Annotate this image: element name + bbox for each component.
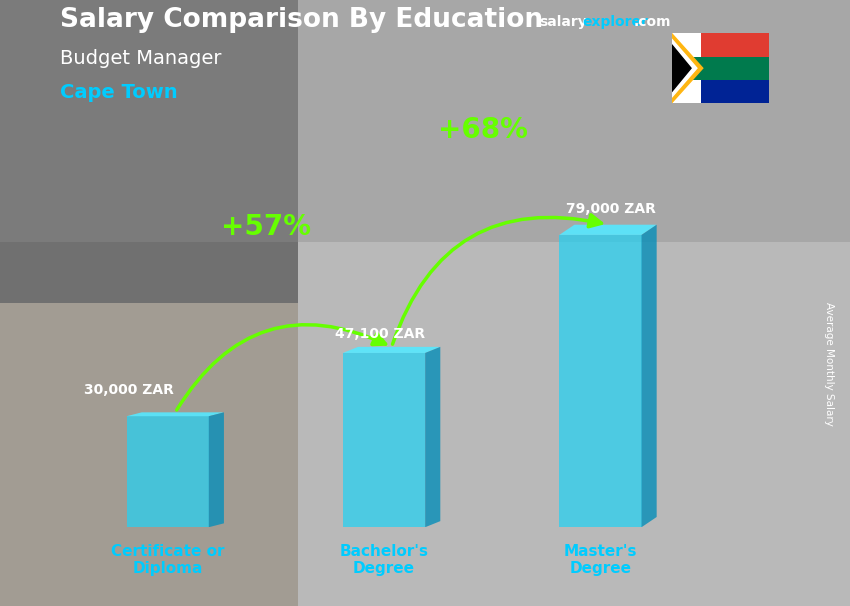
Polygon shape [642, 225, 657, 527]
Text: Budget Manager: Budget Manager [60, 48, 221, 68]
Polygon shape [127, 412, 224, 416]
Text: 47,100 ZAR: 47,100 ZAR [335, 327, 425, 341]
Bar [0, 0, 298, 303]
Text: +68%: +68% [438, 116, 528, 144]
Text: .com: .com [633, 15, 671, 29]
Polygon shape [672, 39, 697, 98]
Bar [298, 0, 850, 606]
Text: Salary Comparison By Education: Salary Comparison By Education [60, 7, 542, 33]
Bar [700, 33, 769, 56]
FancyBboxPatch shape [127, 416, 209, 527]
Text: explorer: explorer [582, 15, 648, 29]
Bar [0, 303, 298, 606]
Text: Average Monthly Salary: Average Monthly Salary [824, 302, 834, 425]
Text: Cape Town: Cape Town [60, 83, 177, 102]
Polygon shape [672, 44, 691, 92]
Text: 79,000 ZAR: 79,000 ZAR [566, 202, 656, 216]
Polygon shape [559, 225, 657, 235]
FancyBboxPatch shape [343, 353, 425, 527]
Text: 30,000 ZAR: 30,000 ZAR [84, 383, 173, 397]
Polygon shape [672, 33, 703, 103]
Polygon shape [343, 347, 440, 353]
Text: salary: salary [540, 15, 587, 29]
Text: +57%: +57% [221, 213, 311, 241]
Bar [672, 56, 769, 80]
Bar [0, 0, 850, 242]
FancyBboxPatch shape [559, 235, 642, 527]
Polygon shape [209, 412, 224, 527]
Polygon shape [425, 347, 440, 527]
Bar [700, 80, 769, 103]
